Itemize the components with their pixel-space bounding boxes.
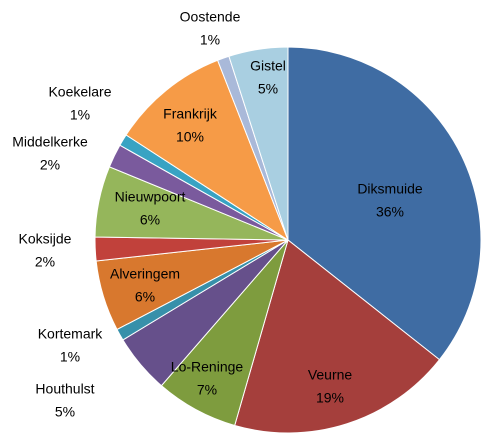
slice-label: Gistel — [250, 58, 286, 74]
slice-label: Oostende — [180, 9, 241, 25]
slice-value-label: 1% — [60, 349, 80, 365]
slice-value-label: 7% — [197, 382, 217, 398]
slice-value-label: 6% — [135, 289, 155, 305]
slice-value-label: 5% — [55, 404, 75, 420]
slice-label: Middelkerke — [12, 134, 88, 150]
slice-label: Lo-Reninge — [171, 359, 244, 375]
slice-label: Diksmuide — [357, 181, 423, 197]
pie-slice — [287, 46, 482, 361]
slice-label: Koekelare — [48, 84, 111, 100]
slice-value-label: 36% — [376, 204, 404, 220]
slice-label: Kortemark — [38, 326, 104, 342]
slice-value-label: 19% — [316, 390, 344, 406]
slice-label: Frankrijk — [163, 106, 218, 122]
slice-value-label: 1% — [200, 32, 220, 48]
pie-slice — [234, 239, 441, 434]
pie-slice — [228, 46, 289, 241]
slice-label: Nieuwpoort — [115, 189, 186, 205]
slice-value-label: 2% — [35, 254, 55, 270]
slice-label: Koksijde — [19, 231, 72, 247]
slice-value-label: 5% — [258, 81, 278, 97]
slice-value-label: 2% — [40, 157, 60, 173]
slice-value-label: 1% — [70, 107, 90, 123]
slice-label: Alveringem — [110, 266, 180, 282]
slice-value-label: 10% — [176, 129, 204, 145]
slice-value-label: 6% — [140, 212, 160, 228]
slice-label: Houthulst — [35, 381, 94, 397]
pie-slice — [125, 59, 290, 242]
slice-label: Veurne — [308, 367, 353, 383]
